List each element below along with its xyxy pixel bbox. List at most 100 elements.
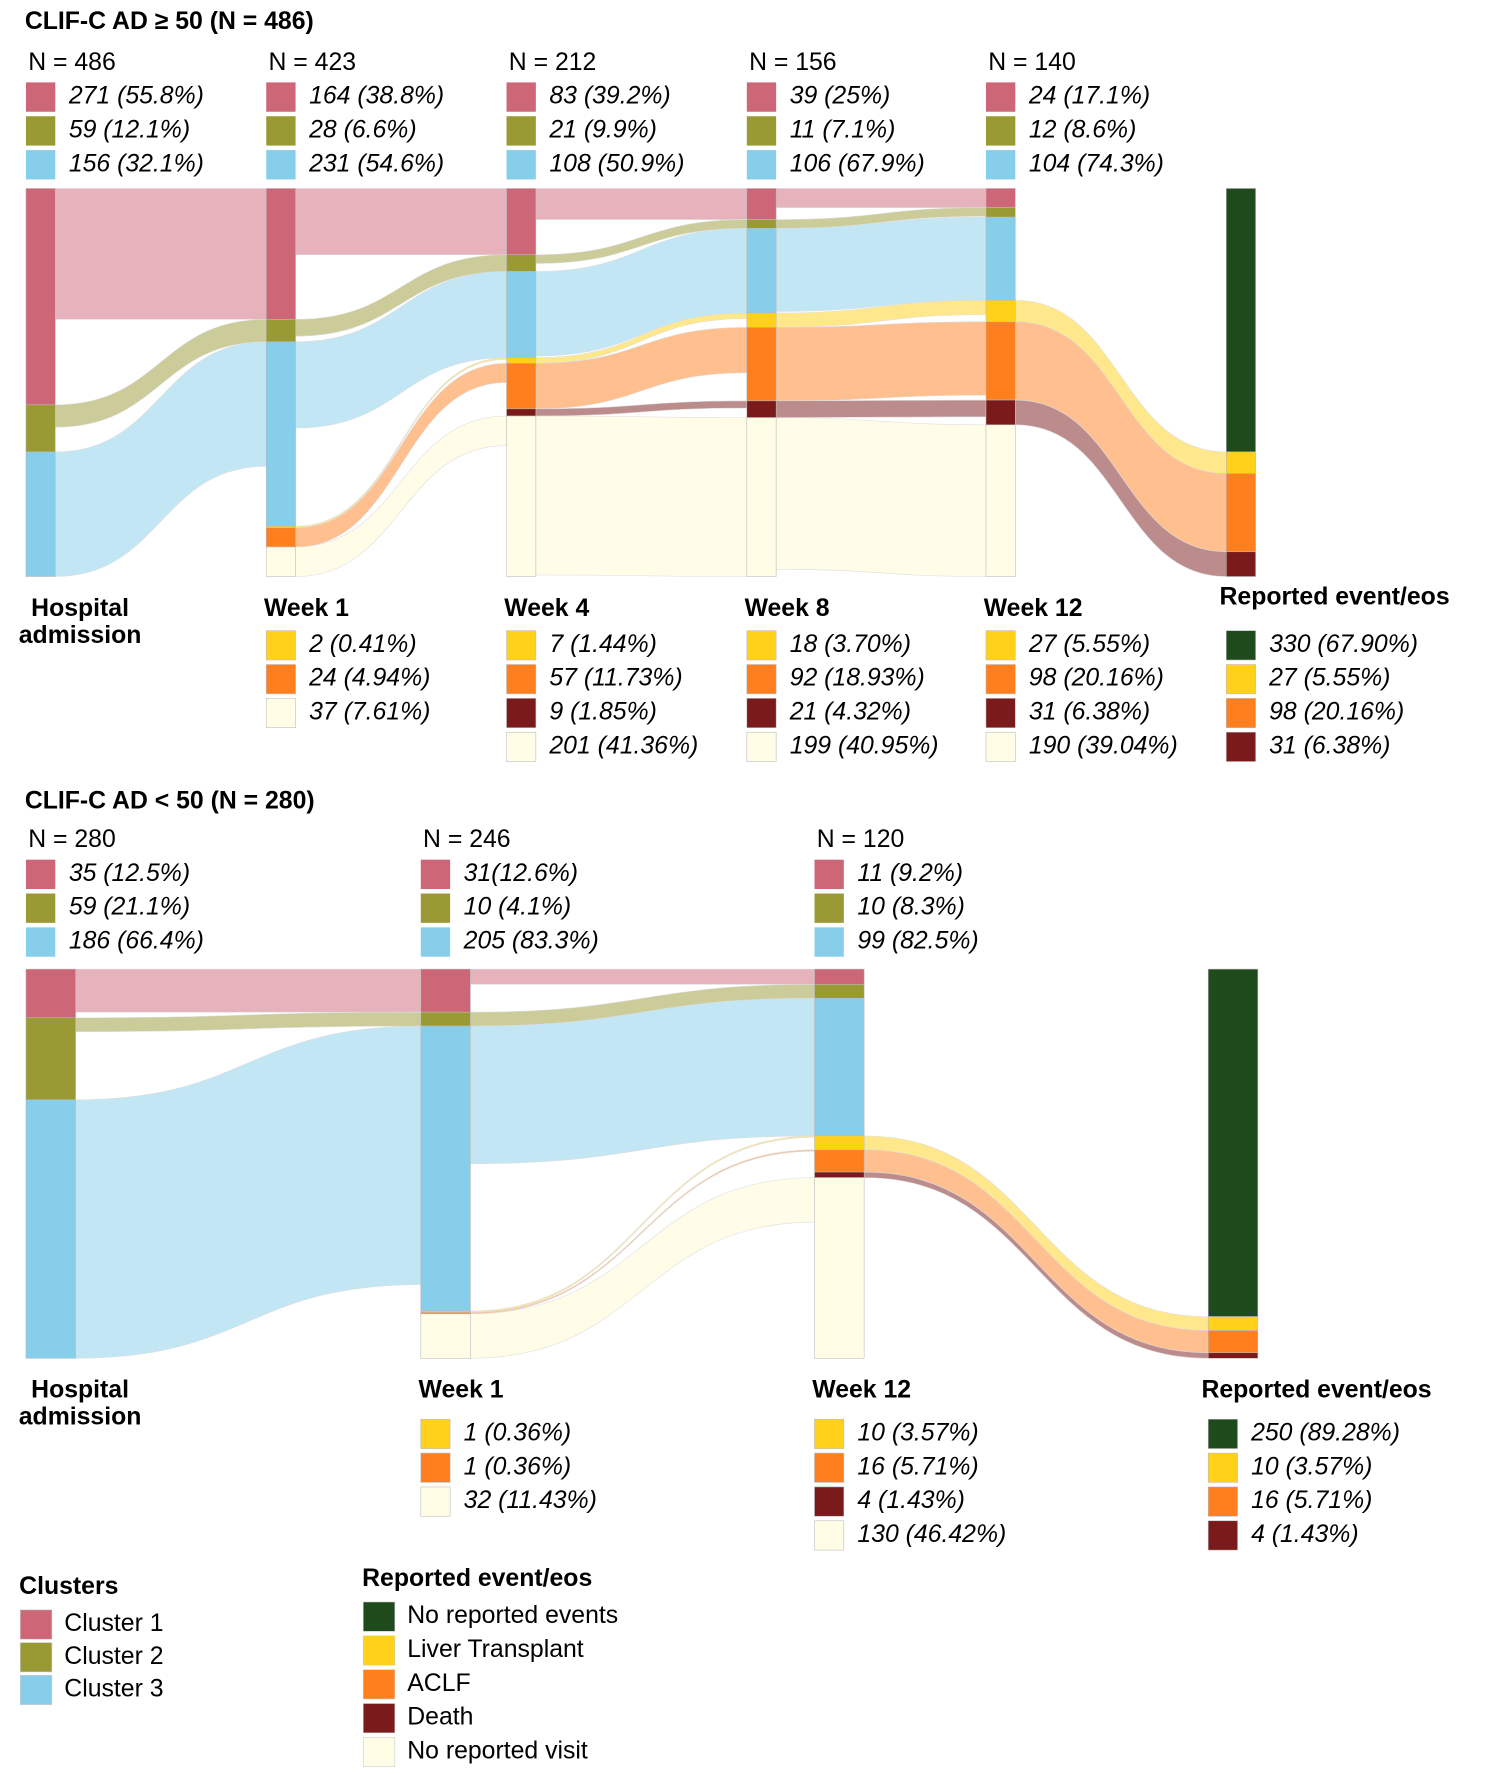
event-count: 7 (1.44%): [549, 631, 657, 658]
flow: [775, 321, 987, 402]
event-count: 37 (7.61%): [309, 699, 430, 726]
node-segment: [25, 1017, 76, 1101]
cluster-count: 10 (4.1%): [464, 894, 572, 921]
node-segment: [814, 998, 865, 1137]
node-segment: [420, 1025, 471, 1312]
stage-n: N = 246: [423, 826, 511, 853]
node-segment: [1207, 1330, 1259, 1354]
legend-swatch: [506, 630, 537, 661]
legend-label: Death: [407, 1704, 473, 1731]
legend-label: Cluster 2: [64, 1643, 163, 1670]
panel-title: CLIF-C AD ≥ 50 (N = 486): [25, 8, 314, 35]
cluster-count: 59 (12.1%): [69, 116, 190, 143]
node-segment: [814, 1171, 865, 1178]
legend-swatch: [265, 698, 296, 728]
event-count: 199 (40.95%): [790, 732, 939, 759]
legend-swatch: [362, 1737, 396, 1767]
legend-title: Clusters: [19, 1573, 118, 1600]
legend-swatch: [814, 1418, 845, 1449]
legend-swatch: [25, 893, 56, 923]
stage-label: Week 12: [984, 595, 1083, 622]
legend-swatch: [420, 1452, 451, 1483]
node-segment: [1225, 188, 1256, 453]
legend-swatch: [506, 82, 536, 112]
node-segment: [814, 1177, 865, 1359]
legend-swatch: [20, 1609, 53, 1640]
event-count: 10 (3.57%): [1251, 1453, 1372, 1480]
legend-swatch: [985, 664, 1016, 695]
flows: [75, 968, 1209, 1359]
legend-swatch: [985, 150, 1016, 180]
cluster-count: 39 (25%): [790, 83, 891, 110]
cluster-count: 10 (8.3%): [857, 894, 965, 921]
event-count: 250 (89.28%): [1250, 1419, 1400, 1446]
node-segment: [1225, 551, 1256, 577]
legend-swatch: [985, 630, 1016, 661]
node-segment: [506, 363, 537, 410]
legend-swatch: [362, 1601, 396, 1632]
flow: [775, 216, 987, 312]
cluster-count: 12 (8.6%): [1029, 116, 1137, 143]
node-segment: [1207, 1316, 1259, 1331]
node-segment: [985, 299, 1016, 323]
event-count: 31 (6.38%): [1269, 732, 1390, 759]
flow: [775, 188, 987, 208]
node-segment: [25, 451, 56, 577]
legend-swatch: [746, 150, 777, 180]
node-segment: [265, 319, 296, 343]
legend-swatch: [420, 859, 451, 890]
event-count: 27 (5.55%): [1028, 631, 1150, 658]
event-count: 1 (0.36%): [464, 1453, 572, 1480]
stage-n: N = 486: [28, 49, 116, 76]
event-count: 18 (3.70%): [790, 631, 911, 658]
stage-label: Hospital: [31, 595, 129, 622]
node-segment: [746, 327, 777, 402]
legend-swatch: [420, 927, 451, 957]
legend-swatch: [746, 116, 777, 146]
legend-swatch: [814, 927, 844, 957]
legend-swatch: [746, 731, 777, 762]
event-count: 21 (4.32%): [789, 699, 911, 726]
event-count: 16 (5.71%): [1251, 1487, 1372, 1514]
legend-swatch: [420, 1486, 451, 1517]
legend-swatch: [265, 664, 296, 695]
node-segment: [1225, 473, 1256, 553]
legend-label: No reported visit: [407, 1738, 588, 1765]
event-count: 98 (20.16%): [1269, 699, 1404, 726]
stage-label: Week 1: [419, 1377, 504, 1404]
event-count: 2 (0.41%): [308, 631, 417, 658]
cluster-count: 271 (55.8%): [68, 83, 204, 110]
event-count: 130 (46.42%): [857, 1521, 1006, 1548]
legend-swatch: [266, 150, 296, 180]
node-segment: [746, 219, 777, 229]
legend-swatch: [814, 893, 844, 923]
node-segment: [420, 968, 471, 1013]
event-count: 92 (18.93%): [790, 665, 925, 692]
legend-title: Reported event/eos: [362, 1565, 592, 1592]
legend-swatch: [1207, 1418, 1238, 1449]
cluster-count: 24 (17.1%): [1028, 83, 1150, 110]
node-segment: [506, 408, 537, 417]
cluster-count: 21 (9.9%): [548, 116, 657, 143]
legend-swatch: [362, 1635, 396, 1666]
legend-swatch: [985, 116, 1016, 146]
node-segment: [1207, 1352, 1259, 1359]
stage-n: N = 212: [509, 49, 597, 76]
legend-swatch: [1225, 664, 1256, 695]
legend-swatch: [420, 893, 451, 923]
cluster-count: 11 (9.2%): [857, 860, 963, 887]
node-segment: [746, 400, 777, 418]
legend-swatch: [265, 630, 296, 661]
event-count: 31 (6.38%): [1029, 699, 1150, 726]
cluster-count: 205 (83.3%): [463, 928, 599, 955]
legend-swatch: [266, 82, 296, 112]
flows: [54, 188, 1227, 577]
legend-swatch: [25, 82, 56, 112]
flow: [470, 1177, 815, 1359]
legend-swatch: [985, 698, 1016, 728]
event-count: 4 (1.43%): [1251, 1521, 1359, 1548]
cluster-count: 59 (21.1%): [69, 894, 190, 921]
stage-label: Hospital: [31, 1377, 129, 1404]
panel-title: CLIF-C AD < 50 (N = 280): [25, 788, 315, 815]
